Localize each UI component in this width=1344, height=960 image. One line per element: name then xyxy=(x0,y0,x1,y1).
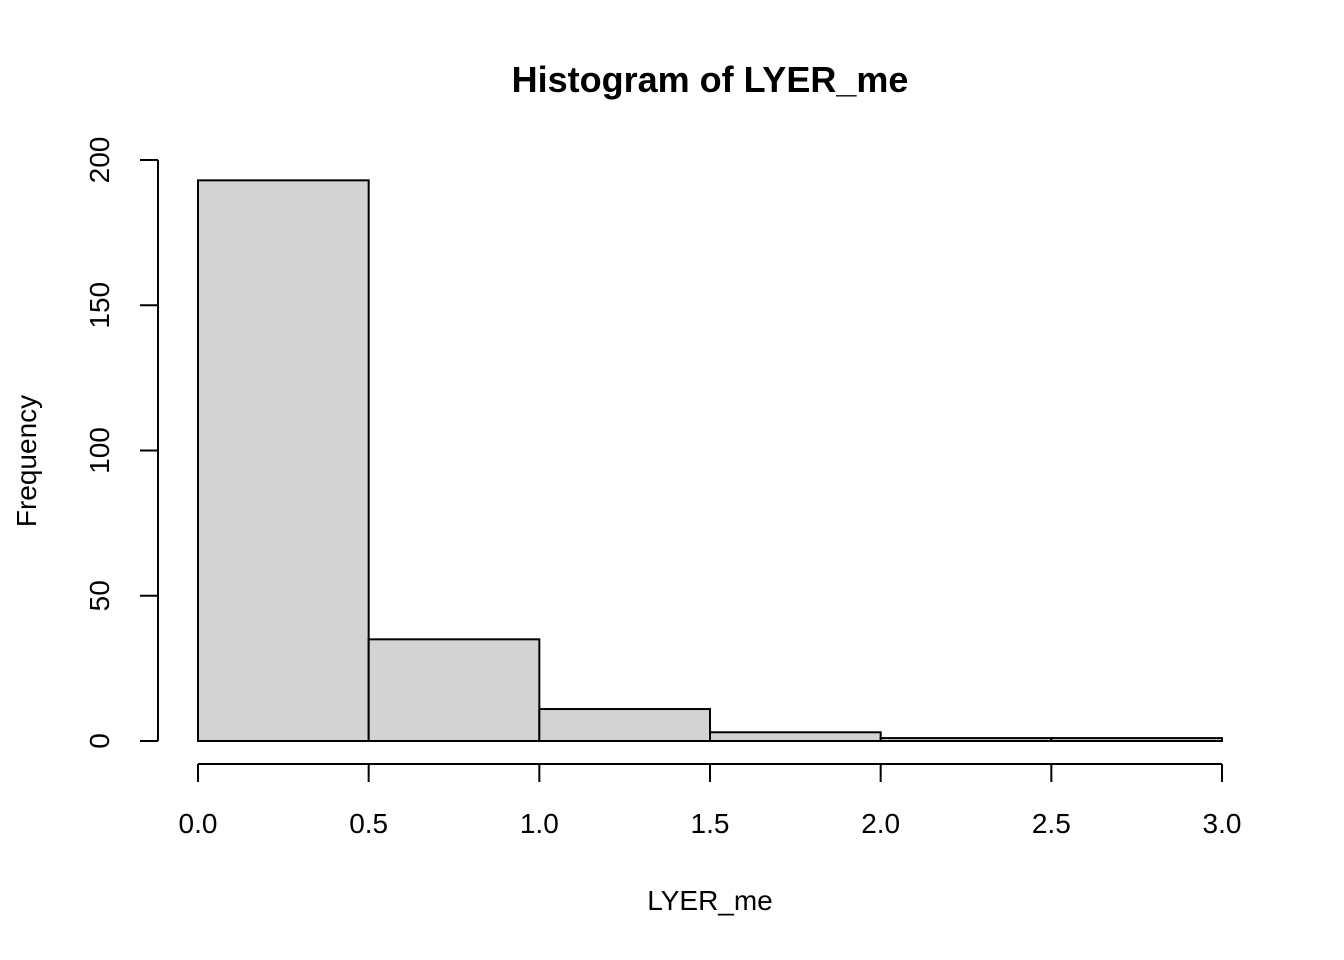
y-axis-label: Frequency xyxy=(11,395,42,527)
y-tick-label: 150 xyxy=(84,282,115,329)
histogram-bar xyxy=(367,638,541,743)
y-tick-label: 100 xyxy=(84,427,115,474)
histogram-bar xyxy=(197,179,370,742)
histogram-bar xyxy=(1050,737,1224,742)
y-tick-label: 50 xyxy=(84,580,115,611)
x-axis: 0.0 0.5 1.0 1.5 2.0 2.5 3.0 xyxy=(179,763,1242,839)
x-tick-label: 0.5 xyxy=(349,808,388,839)
histogram-bar xyxy=(879,737,1053,742)
bars-group xyxy=(197,179,1224,743)
y-ticks: 0 50 100 150 200 xyxy=(84,137,158,749)
x-tick-label: 2.5 xyxy=(1032,808,1071,839)
chart-title: Histogram of LYER_me xyxy=(512,59,909,100)
histogram-bar xyxy=(538,708,711,742)
x-tick-label: 0.0 xyxy=(179,808,218,839)
x-tick-label: 2.0 xyxy=(861,808,900,839)
x-ticks: 0.0 0.5 1.0 1.5 2.0 2.5 3.0 xyxy=(179,764,1242,839)
x-axis-label: LYER_me xyxy=(647,885,773,916)
x-tick-label: 3.0 xyxy=(1203,808,1242,839)
histogram-bar xyxy=(709,731,882,742)
x-tick-label: 1.0 xyxy=(520,808,559,839)
y-axis: 0 50 100 150 200 xyxy=(84,137,159,749)
x-tick-label: 1.5 xyxy=(691,808,730,839)
y-tick-label: 200 xyxy=(84,137,115,184)
y-tick-label: 0 xyxy=(84,733,115,749)
